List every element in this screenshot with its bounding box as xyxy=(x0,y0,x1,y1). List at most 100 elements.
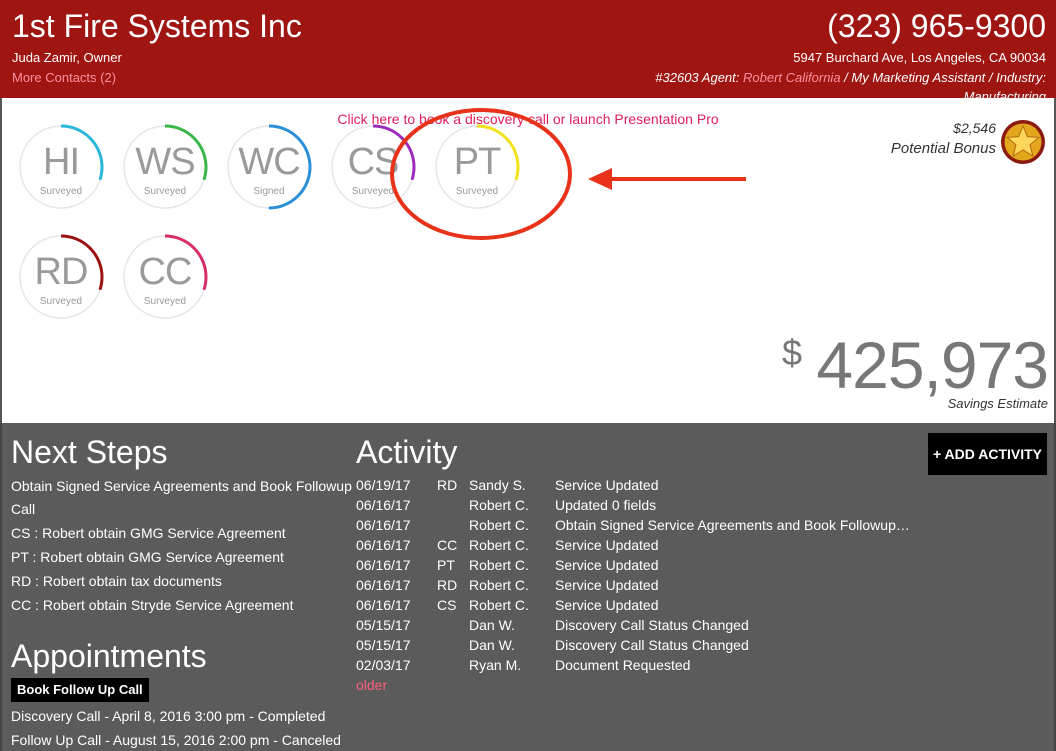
service-status: Surveyed xyxy=(455,186,499,197)
service-abbreviation: PT xyxy=(453,141,502,183)
service-progress-arc xyxy=(122,234,208,320)
service-circle-cc[interactable]: CC Surveyed xyxy=(122,234,208,320)
bonus-label: Potential Bonus xyxy=(890,140,996,157)
activity-date: 02/03/17 xyxy=(356,657,411,673)
company-name: 1st Fire Systems Inc xyxy=(12,8,302,44)
service-status: Surveyed xyxy=(39,186,83,197)
activity-description: Service Updated xyxy=(555,537,659,553)
service-progress-arc xyxy=(18,124,104,210)
agent-name-link[interactable]: Robert California xyxy=(743,70,841,85)
add-activity-button[interactable]: + ADD ACTIVITY xyxy=(928,433,1047,475)
activity-description: Discovery Call Status Changed xyxy=(555,637,749,653)
activity-user: Dan W. xyxy=(469,617,515,633)
next-step-item: CC : Robert obtain Stryde Service Agreem… xyxy=(11,597,294,613)
account-header: 1st Fire Systems Inc Juda Zamir, Owner M… xyxy=(0,0,1056,98)
service-progress-ring xyxy=(122,124,208,210)
separator: / xyxy=(840,70,852,85)
activity-user: Ryan M. xyxy=(469,657,522,673)
service-abbreviation: WC xyxy=(238,141,300,183)
service-status: Signed xyxy=(253,186,285,197)
address: 5947 Burchard Ave, Los Angeles, CA 90034 xyxy=(793,50,1046,65)
more-contacts-link[interactable]: More Contacts (2) xyxy=(12,70,117,85)
activity-description: Service Updated xyxy=(555,577,659,593)
activity-user: Robert C. xyxy=(469,577,529,593)
service-circle-wc[interactable]: WC Signed xyxy=(226,124,312,210)
service-progress-ring xyxy=(18,124,104,210)
activity-user: Robert C. xyxy=(469,517,529,533)
service-progress-ring xyxy=(122,234,208,320)
activity-user: Sandy S. xyxy=(469,477,526,493)
service-abbreviation: RD xyxy=(34,251,89,293)
service-status: Surveyed xyxy=(143,186,187,197)
appointment-item: Discovery Call - April 8, 2016 3:00 pm -… xyxy=(11,708,326,724)
activity-date: 06/16/17 xyxy=(356,517,411,533)
service-circle-rd[interactable]: RD Surveyed xyxy=(18,234,104,320)
details-panel xyxy=(0,423,1056,751)
activity-service: RD xyxy=(437,577,458,593)
appointments-title: Appointments xyxy=(11,638,207,674)
activity-user: Robert C. xyxy=(469,497,529,513)
activity-date: 06/16/17 xyxy=(356,497,411,513)
assistant-link[interactable]: My Marketing Assistant xyxy=(851,70,986,85)
next-step-item: RD : Robert obtain tax documents xyxy=(11,573,222,589)
next-step-item: CS : Robert obtain GMG Service Agreement xyxy=(11,525,286,541)
activity-description: Document Requested xyxy=(555,657,691,673)
service-status: Surveyed xyxy=(39,296,83,307)
activity-service: CC xyxy=(437,537,458,553)
older-activity-link[interactable]: older xyxy=(356,677,388,693)
activity-date: 06/16/17 xyxy=(356,537,411,553)
activity-description: Service Updated xyxy=(555,597,659,613)
service-progress-ring xyxy=(18,234,104,320)
industry-value: Manufacturing xyxy=(963,89,1046,98)
service-progress-arc xyxy=(122,124,208,210)
industry-prefix: / Industry: xyxy=(985,70,1046,85)
savings-estimate-value: 425,973 xyxy=(816,328,1049,402)
service-status: Surveyed xyxy=(351,186,395,197)
activity-description: Discovery Call Status Changed xyxy=(555,617,749,633)
service-abbreviation: WS xyxy=(135,141,195,183)
activity-date: 05/15/17 xyxy=(356,617,411,633)
activity-user: Robert C. xyxy=(469,597,529,613)
next-step-item: PT : Robert obtain GMG Service Agreement xyxy=(11,549,284,565)
activity-date: 06/16/17 xyxy=(356,597,411,613)
service-status: Surveyed xyxy=(143,296,187,307)
phone-number: (323) 965-9300 xyxy=(827,8,1046,44)
service-circle-hi[interactable]: HI Surveyed xyxy=(18,124,104,210)
activity-date: 06/16/17 xyxy=(356,577,411,593)
service-abbreviation: CC xyxy=(138,251,193,293)
appointment-item: Follow Up Call - August 15, 2016 2:00 pm… xyxy=(11,732,341,748)
service-circle-ws[interactable]: WS Surveyed xyxy=(122,124,208,210)
owner-name: Juda Zamir, Owner xyxy=(12,50,122,65)
service-progress-arc xyxy=(18,234,104,320)
activity-date: 05/15/17 xyxy=(356,637,411,653)
activity-user: Dan W. xyxy=(469,637,515,653)
activity-user: Robert C. xyxy=(469,537,529,553)
service-abbreviation: HI xyxy=(43,141,80,183)
activity-description: Service Updated xyxy=(555,477,659,493)
service-abbreviation: CS xyxy=(347,141,400,183)
activity-service: PT xyxy=(437,557,455,573)
activity-title: Activity xyxy=(356,434,458,470)
activity-description: Obtain Signed Service Agreements and Boo… xyxy=(555,517,910,533)
next-step-item: Call xyxy=(11,501,36,517)
activity-date: 06/19/17 xyxy=(356,477,411,493)
service-circle-cs[interactable]: CS Surveyed xyxy=(330,124,416,210)
next-step-item: Obtain Signed Service Agreements and Boo… xyxy=(11,478,352,494)
savings-estimate-label: Savings Estimate xyxy=(947,396,1048,411)
next-steps-title: Next Steps xyxy=(11,434,168,470)
activity-service: RD xyxy=(437,477,458,493)
activity-date: 06/16/17 xyxy=(356,557,411,573)
star-badge-icon xyxy=(1001,120,1045,164)
agent-line: #32603 Agent: Robert California / My Mar… xyxy=(655,70,1046,85)
service-progress-ring xyxy=(226,124,312,210)
service-progress-arc xyxy=(226,124,312,210)
savings-currency: $ xyxy=(782,332,803,373)
activity-service: CS xyxy=(437,597,457,613)
activity-description: Updated 0 fields xyxy=(555,497,657,513)
activity-description: Service Updated xyxy=(555,557,659,573)
book-follow-up-call-button[interactable]: Book Follow Up Call xyxy=(11,678,149,702)
account-number: #32603 xyxy=(655,70,699,85)
service-circle-pt[interactable]: PT Surveyed xyxy=(434,124,520,210)
bonus-amount: $2,546 xyxy=(953,120,996,136)
